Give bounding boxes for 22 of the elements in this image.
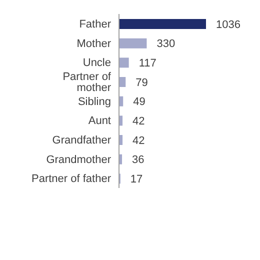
bar — [119, 38, 147, 48]
y-tick-label: Mother — [76, 38, 112, 50]
bar — [119, 19, 206, 29]
y-tick-label: Partner of father — [32, 173, 112, 186]
data-label: 17 — [130, 174, 143, 186]
y-tick-label: Sibling — [78, 96, 111, 108]
data-label: 36 — [132, 154, 144, 166]
bar — [119, 77, 126, 87]
data-label: 79 — [136, 76, 148, 89]
data-label: 330 — [156, 38, 176, 50]
y-tick-label: Uncle — [82, 57, 111, 70]
y-tick-label: Partner of mother — [62, 71, 112, 94]
bar — [119, 58, 129, 68]
y-tick-label: Father — [79, 18, 112, 31]
y-tick-label: Grandmother — [46, 154, 112, 166]
data-label: 49 — [133, 96, 146, 108]
y-tick-label: Grandfather — [52, 134, 112, 147]
y-tick-label: Aunt — [88, 115, 111, 128]
data-label: 42 — [132, 116, 145, 128]
data-label: 42 — [132, 134, 145, 147]
data-label: 1036 — [216, 18, 240, 31]
data-label: 117 — [138, 58, 156, 70]
